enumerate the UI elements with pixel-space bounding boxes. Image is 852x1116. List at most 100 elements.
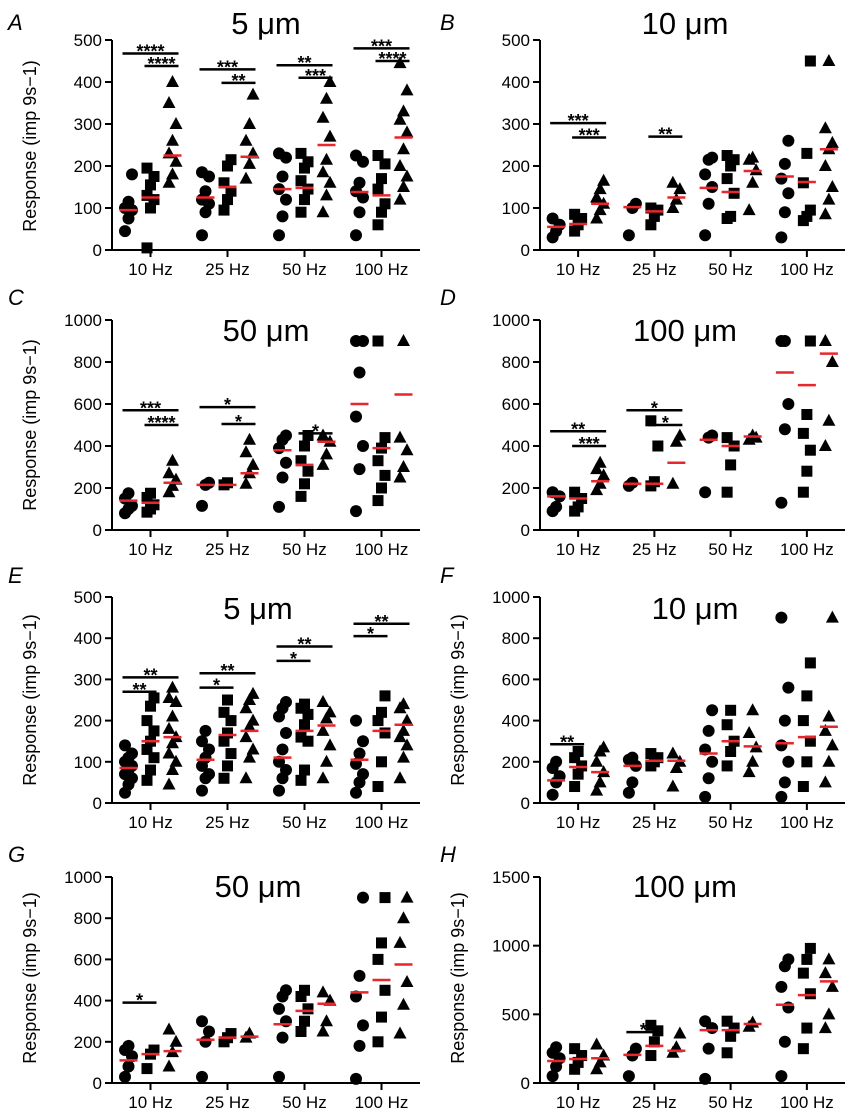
- data-point-g: [397, 911, 410, 924]
- data-point-b: [822, 192, 836, 205]
- category-label-e: 10 Hz: [128, 813, 172, 832]
- data-point-b: [818, 159, 832, 171]
- data-point-a: [166, 133, 179, 146]
- significance-label-d: ***: [579, 434, 600, 454]
- significance-label-c: *: [224, 395, 231, 415]
- data-point-g: [372, 1036, 384, 1048]
- data-point-g: [357, 891, 369, 904]
- data-point-e: [299, 764, 310, 776]
- category-label-g: 100 Hz: [355, 1093, 409, 1112]
- significance-label-d: *: [662, 413, 669, 433]
- data-point-f: [593, 775, 607, 788]
- data-point-g: [196, 1070, 208, 1083]
- data-point-b: [593, 182, 607, 195]
- data-point-f: [822, 754, 836, 767]
- significance-label-c: *: [235, 412, 242, 432]
- data-point-h: [699, 1072, 712, 1085]
- y-axis-label-h: Response (imp 9s−1): [448, 892, 468, 1064]
- data-point-a: [145, 179, 156, 191]
- data-point-c: [122, 487, 135, 500]
- significance-label-e: **: [297, 634, 311, 654]
- data-point-a: [379, 158, 391, 170]
- data-point-e: [295, 731, 307, 743]
- data-point-a: [148, 171, 160, 182]
- panel-a: A 5 μm Response (imp 9s−1) 0 100 200 300 400…: [6, 6, 420, 279]
- data-point-a: [280, 193, 292, 206]
- data-point-b: [702, 197, 715, 210]
- data-point-h: [728, 1022, 740, 1034]
- data-point-a: [323, 129, 337, 142]
- y-tick-label-e: 200: [74, 712, 102, 731]
- data-point-b: [622, 229, 635, 242]
- y-tick-label-h: 1500: [492, 868, 530, 887]
- significance-label-d: **: [571, 419, 585, 439]
- data-point-f: [801, 690, 813, 702]
- data-point-e: [320, 711, 333, 724]
- y-axis-label-f: Response (imp 9s−1): [448, 614, 468, 786]
- data-point-a: [218, 204, 230, 216]
- y-tick-label-c: 1000: [64, 311, 102, 330]
- data-point-c: [350, 410, 362, 423]
- data-point-e: [119, 739, 131, 752]
- data-point-d: [804, 444, 816, 456]
- data-point-e: [203, 743, 215, 756]
- data-point-g: [295, 1026, 307, 1037]
- data-point-h: [797, 967, 809, 979]
- data-point-h: [546, 1070, 559, 1083]
- data-point-a: [162, 96, 176, 108]
- panel-title-c: 50 μm: [223, 313, 310, 348]
- significance-label-e: *: [367, 624, 374, 644]
- data-point-d: [818, 334, 832, 346]
- significance-label-d: *: [651, 398, 658, 418]
- data-point-e: [166, 680, 179, 693]
- panel-g: G 50 μm Response (imp 9s−1) 0 200 400 600 80…: [8, 842, 420, 1112]
- data-point-b: [546, 212, 559, 225]
- data-point-f: [782, 755, 795, 768]
- data-point-g: [122, 1039, 135, 1052]
- data-point-h: [818, 1021, 832, 1034]
- data-point-f: [550, 755, 563, 768]
- data-point-b: [666, 201, 680, 213]
- significance-label-h: *: [640, 1020, 647, 1040]
- panel-title-e: 5 μm: [223, 591, 293, 626]
- data-point-f: [626, 751, 639, 764]
- data-point-c: [357, 440, 369, 452]
- data-point-a: [273, 147, 285, 160]
- y-axis-label-e: Response (imp 9s−1): [20, 614, 40, 786]
- data-point-h: [775, 1070, 788, 1083]
- data-point-d: [699, 486, 712, 499]
- data-point-d: [797, 427, 809, 439]
- data-point-f: [797, 715, 809, 727]
- data-point-h: [652, 1025, 664, 1037]
- data-point-e: [218, 706, 230, 718]
- data-point-b: [666, 175, 680, 188]
- y-tick-label-c: 600: [74, 395, 102, 414]
- y-axis-label-a: Response (imp 9s−1): [20, 60, 40, 232]
- category-label-f: 100 Hz: [780, 813, 834, 832]
- data-point-g: [316, 1024, 330, 1037]
- data-point-b: [699, 168, 712, 181]
- data-point-a: [299, 162, 310, 174]
- data-point-g: [393, 935, 407, 948]
- panel-letter-h: H: [440, 842, 456, 867]
- y-axis-label-g: Response (imp 9s−1): [20, 892, 40, 1064]
- data-point-a: [141, 162, 153, 174]
- data-point-d: [804, 335, 816, 347]
- data-point-h: [593, 1055, 607, 1068]
- data-point-c: [203, 476, 215, 489]
- y-tick-label-c: 400: [74, 437, 102, 456]
- data-point-h: [699, 1015, 712, 1028]
- significance-label-e: *: [290, 649, 297, 669]
- data-point-d: [721, 486, 733, 498]
- data-point-f: [801, 756, 813, 768]
- data-point-f: [825, 738, 839, 751]
- data-point-c: [372, 495, 384, 507]
- significance-label-f: **: [560, 732, 574, 752]
- panel-d: D 100 μm 0 200 400 600 800 1000 10 Hz 25 Hz 50 H…: [440, 285, 845, 559]
- data-point-b: [593, 203, 607, 216]
- data-point-g: [295, 990, 307, 1002]
- data-point-c: [276, 471, 289, 484]
- data-point-c: [376, 482, 387, 494]
- data-point-h: [746, 1015, 760, 1028]
- data-point-e: [126, 747, 138, 760]
